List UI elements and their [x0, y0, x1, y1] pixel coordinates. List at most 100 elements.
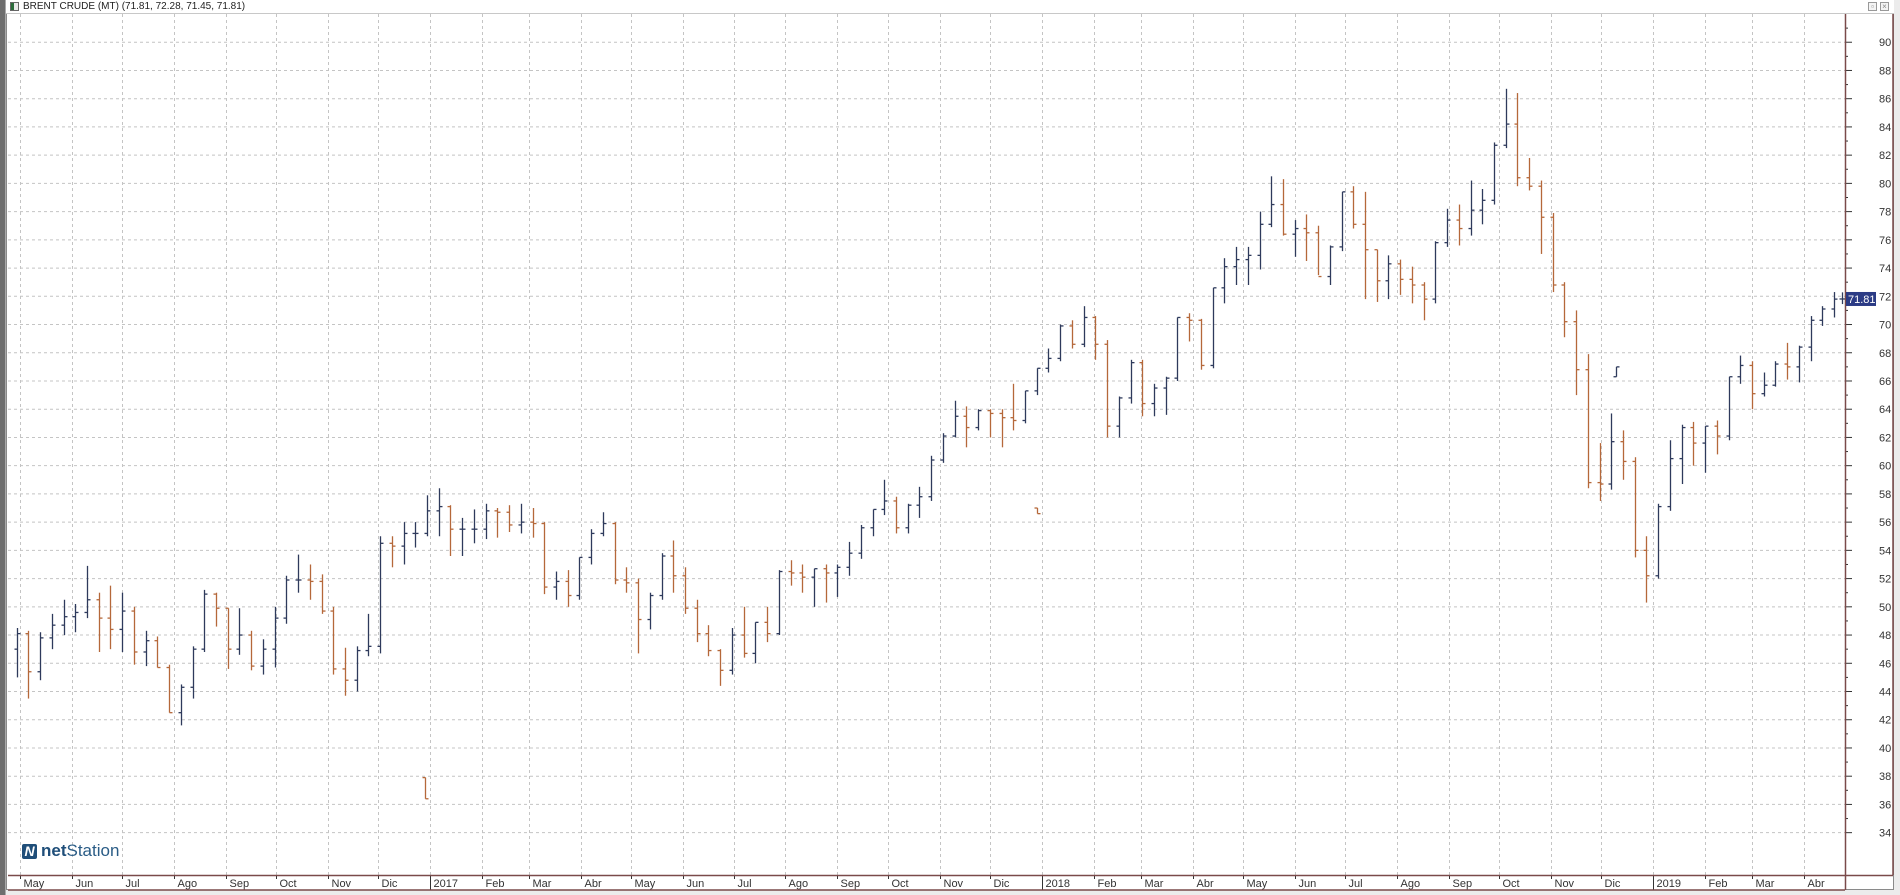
ohlc-bar [1573, 310, 1580, 396]
ohlc-bar [1139, 359, 1146, 417]
ohlc-bar [1174, 316, 1181, 381]
ohlc-bar [1761, 372, 1768, 397]
ohlc-bar [248, 630, 255, 671]
ohlc-bar [1186, 313, 1193, 342]
logo-text-bold: net [41, 841, 67, 860]
x-tick-label: Dic [994, 878, 1010, 890]
ohlc-bar [518, 503, 525, 534]
y-tick-label: 34 [1879, 828, 1891, 840]
ohlc-bar [1667, 440, 1674, 511]
plot-area [8, 14, 1845, 875]
netstation-logo: N net Station [22, 841, 119, 861]
x-tick-label: Jul [126, 878, 140, 890]
y-tick-label: 56 [1879, 517, 1891, 529]
ohlc-bar [1350, 186, 1357, 229]
x-tick-label: Ago [789, 878, 809, 890]
ohlc-bar [1057, 324, 1064, 362]
ohlc-bar [541, 522, 548, 595]
ohlc-bar [49, 613, 56, 650]
x-tick-label: Dic [382, 878, 398, 890]
ohlc-bar [1257, 211, 1264, 270]
ohlc-bar [1421, 282, 1428, 321]
ohlc-bar [1034, 367, 1041, 396]
ohlc-bar [1198, 318, 1205, 370]
ohlc-bar [1069, 320, 1076, 349]
ohlc-bar [154, 636, 161, 669]
ohlc-bar [717, 649, 724, 686]
ohlc-bar [178, 684, 185, 726]
x-tick-label: Feb [1098, 878, 1117, 890]
y-tick-label: 40 [1879, 743, 1891, 755]
ohlc-bar [1163, 376, 1170, 415]
ohlc-bar [25, 630, 32, 699]
ohlc-bar [483, 503, 490, 540]
close-button[interactable]: × [1880, 2, 1889, 11]
ohlc-bar [1655, 503, 1662, 579]
ohlc-bar [1468, 180, 1475, 236]
y-tick-label: 68 [1879, 348, 1891, 360]
ohlc-bar [1608, 413, 1615, 490]
ohlc-bar [1726, 376, 1733, 441]
ohlc-bar [705, 625, 712, 657]
ohlc-bar [319, 574, 326, 614]
ohlc-bar [72, 603, 79, 633]
x-tick-label: Jul [738, 878, 752, 890]
ohlc-bar [1643, 536, 1650, 603]
ohlc-bar [741, 606, 748, 658]
y-tick-label: 52 [1879, 574, 1891, 586]
ohlc-bar [1690, 421, 1697, 466]
ohlc-bar [295, 554, 302, 593]
y-tick-label: 36 [1879, 799, 1891, 811]
ohlc-bar [459, 517, 466, 557]
x-tick-label: Mar [1756, 878, 1775, 890]
ohlc-bar [975, 409, 982, 431]
ohlc-bar [987, 409, 994, 438]
ohlc-bar [952, 400, 959, 438]
ohlc-bar [201, 589, 208, 652]
ohlc-bar [1385, 255, 1392, 300]
x-tick-label: May [635, 878, 656, 890]
ohlc-bar [1749, 361, 1756, 410]
ohlc-bar [1491, 142, 1498, 205]
chart-window-icon [10, 2, 19, 11]
ohlc-bar [565, 570, 572, 607]
ohlc-bar [225, 607, 232, 669]
ohlc-bar [436, 488, 443, 537]
ohlc-bar [1831, 292, 1838, 318]
ohlc-bar [1632, 457, 1639, 558]
ohlc-bar [670, 540, 677, 593]
ohlc-bar [1022, 390, 1029, 424]
ohlc-bar [506, 505, 513, 533]
ohlc-bar [916, 486, 923, 518]
ohlc-bar [846, 541, 853, 576]
y-tick-label: 80 [1879, 178, 1891, 190]
ohlc-bar [588, 529, 595, 565]
y-tick-label: 50 [1879, 602, 1891, 614]
ohlc-bar [623, 567, 630, 593]
ohlc-bar [14, 627, 21, 678]
y-tick-label: 90 [1879, 37, 1891, 49]
ohlc-bar [107, 585, 114, 650]
x-tick-label: Jun [1299, 878, 1317, 890]
x-tick-label: Sep [841, 878, 861, 890]
ohlc-bar [553, 571, 560, 600]
ohlc-bar [1292, 220, 1299, 257]
netstation-logo-icon: N [22, 843, 37, 859]
ohlc-bar [1808, 316, 1815, 362]
ohlc-bar [342, 647, 349, 696]
ohlc-bar [858, 524, 865, 559]
ohlc-bar [260, 639, 267, 675]
ohlc-bar [530, 508, 537, 538]
ohlc-bar [893, 496, 900, 534]
ohlc-bar [776, 570, 783, 636]
ohlc-bar [905, 503, 912, 534]
restore-button[interactable]: ▫ [1868, 2, 1877, 11]
ohlc-bar [1550, 213, 1557, 293]
ohlc-bar [37, 632, 44, 681]
y-tick-label: 48 [1879, 630, 1891, 642]
window-title: BRENT CRUDE (MT) (71.81, 72.28, 71.45, 7… [23, 1, 246, 12]
ohlc-bar [1362, 191, 1369, 300]
x-tick-label: Ago [178, 878, 198, 890]
ohlc-bar [389, 536, 396, 568]
